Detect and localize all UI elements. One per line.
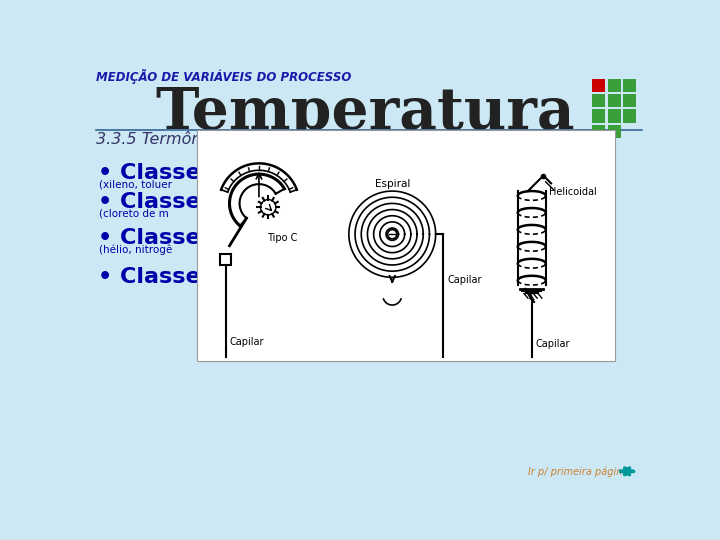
- Text: • Classe: • Classe: [98, 267, 200, 287]
- Bar: [608, 79, 621, 92]
- Bar: [593, 110, 606, 123]
- Bar: [608, 94, 621, 107]
- Text: (cloreto de m: (cloreto de m: [99, 208, 169, 218]
- Text: Temperatura: Temperatura: [156, 85, 575, 140]
- Text: 3.3.5 Termômetro Bulbo Capilar: 3.3.5 Termômetro Bulbo Capilar: [96, 131, 352, 147]
- Text: MEDIÇÃO DE VARIÁVEIS DO PROCESSO: MEDIÇÃO DE VARIÁVEIS DO PROCESSO: [96, 69, 351, 84]
- Text: (xileno, toluer: (xileno, toluer: [99, 179, 172, 189]
- Text: Ir p/ primeira página: Ir p/ primeira página: [528, 466, 629, 477]
- Text: • Classe: • Classe: [98, 163, 200, 183]
- Bar: [624, 79, 636, 92]
- Bar: [197, 130, 616, 361]
- Text: (hélio, nitrogê: (hélio, nitrogê: [99, 244, 173, 255]
- Bar: [608, 125, 621, 138]
- Bar: [220, 254, 231, 265]
- Bar: [624, 94, 636, 107]
- Text: Capilar: Capilar: [230, 337, 264, 347]
- Text: Capilar: Capilar: [536, 339, 570, 348]
- Bar: [593, 125, 606, 138]
- Text: Espiral: Espiral: [374, 179, 410, 189]
- Text: Capilar: Capilar: [447, 275, 482, 286]
- Bar: [608, 110, 621, 123]
- Bar: [624, 110, 636, 123]
- Text: Helicoidal: Helicoidal: [549, 187, 597, 197]
- Text: • Classe: • Classe: [98, 228, 200, 248]
- Text: Tipo C: Tipo C: [266, 233, 297, 243]
- Bar: [593, 94, 606, 107]
- Text: • Classe: • Classe: [98, 192, 200, 212]
- Bar: [593, 79, 606, 92]
